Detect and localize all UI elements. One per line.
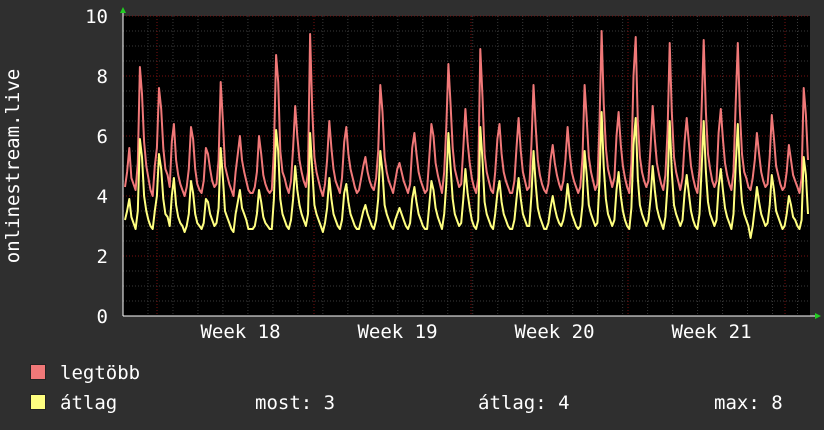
stat-average: átlag: 4 <box>478 392 570 414</box>
stat-maximum-value: 8 <box>771 392 783 414</box>
x-tick-label: Week 20 <box>514 321 594 343</box>
stat-average-label: átlag: <box>478 392 547 414</box>
grid <box>123 15 810 316</box>
legend-swatch-max <box>30 364 46 380</box>
x-tick-label: Week 19 <box>357 321 437 343</box>
y-tick-label: 6 <box>97 126 108 148</box>
legend-item-avg: átlag <box>30 392 117 414</box>
y-tick-label: 0 <box>97 306 108 328</box>
series-line-0 <box>124 30 809 197</box>
stat-average-value: 4 <box>558 392 570 414</box>
stat-maximum-label: max: <box>714 392 760 414</box>
series-layer <box>124 30 809 239</box>
x-tick-label: Week 18 <box>200 321 280 343</box>
y-tick-label: 10 <box>85 6 108 28</box>
x-axis-arrow <box>815 313 821 319</box>
stat-current-label: most: <box>255 392 313 414</box>
series-line-1 <box>124 111 809 239</box>
y-tick-label: 8 <box>97 66 108 88</box>
axes <box>120 7 821 319</box>
plot-area <box>123 16 810 316</box>
stat-current: most: 3 <box>255 392 335 414</box>
y-axis-label: onlinestream.live <box>2 69 24 263</box>
x-tick-label: Week 21 <box>671 321 751 343</box>
legend-item-max: legtöbb <box>30 362 140 384</box>
legend-label-max: legtöbb <box>60 362 141 384</box>
y-axis-arrow <box>120 7 126 13</box>
y-tick-label: 4 <box>97 186 108 208</box>
stat-current-value: 3 <box>323 392 336 414</box>
tick-labels: 0 2 4 6 8 10 Week 18 Week 19 Week 20 Week 21 <box>85 6 751 343</box>
stat-maximum: max: 8 <box>714 392 783 414</box>
y-tick-label: 2 <box>97 246 108 268</box>
legend-swatch-avg <box>30 394 46 410</box>
legend-label-avg: átlag <box>60 392 118 414</box>
